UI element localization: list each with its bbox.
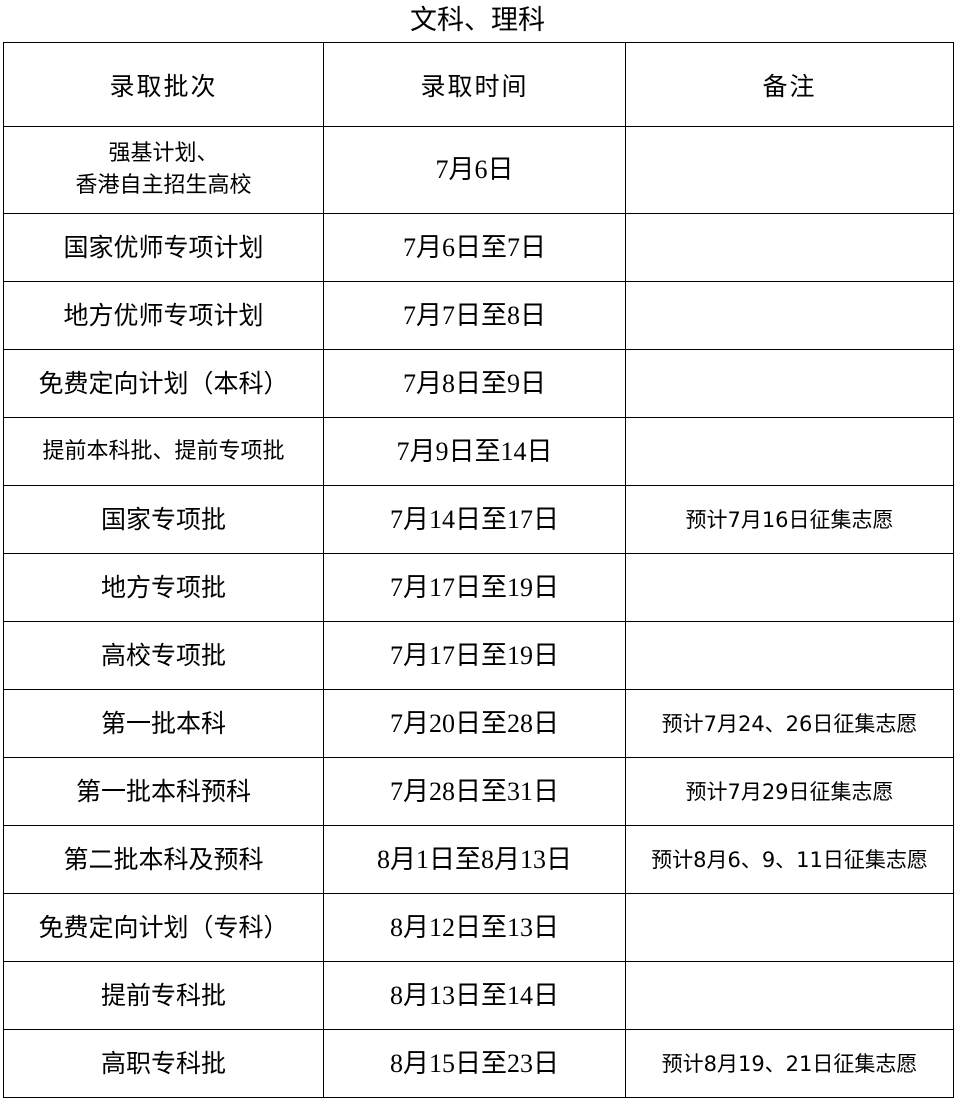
note-cell: 预计7月16日征集志愿 [625,485,954,554]
note-cell [625,621,954,690]
batch-cell: 强基计划、 香港自主招生高校 [3,126,324,214]
time-cell: 7月8日至9日 [323,349,626,418]
batch-cell: 国家专项批 [3,485,324,554]
time-cell: 7月6日 [323,126,626,214]
note-cell [625,213,954,282]
batch-cell: 高校专项批 [3,621,324,690]
header-time: 录取时间 [323,42,626,127]
batch-cell: 国家优师专项计划 [3,213,324,282]
time-cell: 8月13日至14日 [323,961,626,1030]
note-cell: 预计8月19、21日征集志愿 [625,1029,954,1098]
time-cell: 7月17日至19日 [323,621,626,690]
time-cell: 7月17日至19日 [323,553,626,622]
note-cell [625,961,954,1030]
table-row: 提前本科批、提前专项批 7月9日至14日 [3,417,954,486]
table-row: 第一批本科预科 7月28日至31日 预计7月29日征集志愿 [3,757,954,826]
note-cell [625,281,954,350]
batch-cell: 第一批本科 [3,689,324,758]
note-cell [625,553,954,622]
time-cell: 7月20日至28日 [323,689,626,758]
time-cell: 8月15日至23日 [323,1029,626,1098]
note-cell: 预计7月24、26日征集志愿 [625,689,954,758]
note-cell [625,417,954,486]
admission-schedule-table: 录取批次 录取时间 备注 强基计划、 香港自主招生高校 7月6日 国家优师专项计划 7月… [3,42,954,1098]
batch-cell: 第二批本科及预科 [3,825,324,894]
table-row: 第一批本科 7月20日至28日 预计7月24、26日征集志愿 [3,689,954,758]
batch-cell: 地方专项批 [3,553,324,622]
table-row: 国家优师专项计划 7月6日至7日 [3,213,954,282]
table-row: 免费定向计划（本科） 7月8日至9日 [3,349,954,418]
table-row: 地方专项批 7月17日至19日 [3,553,954,622]
note-cell [625,349,954,418]
time-cell: 7月6日至7日 [323,213,626,282]
table-row: 国家专项批 7月14日至17日 预计7月16日征集志愿 [3,485,954,554]
batch-cell: 提前本科批、提前专项批 [3,417,324,486]
time-cell: 8月1日至8月13日 [323,825,626,894]
batch-cell: 提前专科批 [3,961,324,1030]
time-cell: 7月14日至17日 [323,485,626,554]
table-row: 免费定向计划（专科） 8月12日至13日 [3,893,954,962]
batch-cell: 地方优师专项计划 [3,281,324,350]
time-cell: 7月28日至31日 [323,757,626,826]
header-batch: 录取批次 [3,42,324,127]
note-cell [625,126,954,214]
table-row: 地方优师专项计划 7月7日至8日 [3,281,954,350]
note-cell: 预计8月6、9、11日征集志愿 [625,825,954,894]
batch-cell: 免费定向计划（专科） [3,893,324,962]
note-cell: 预计7月29日征集志愿 [625,757,954,826]
table-row: 第二批本科及预科 8月1日至8月13日 预计8月6、9、11日征集志愿 [3,825,954,894]
document-title: 文科、理科 [410,5,545,36]
batch-cell: 第一批本科预科 [3,757,324,826]
batch-cell: 免费定向计划（本科） [3,349,324,418]
table-row: 强基计划、 香港自主招生高校 7月6日 [3,126,954,214]
table-header-row: 录取批次 录取时间 备注 [3,42,954,127]
table-row: 高校专项批 7月17日至19日 [3,621,954,690]
time-cell: 7月9日至14日 [323,417,626,486]
note-cell [625,893,954,962]
header-note: 备注 [625,42,954,127]
time-cell: 8月12日至13日 [323,893,626,962]
time-cell: 7月7日至8日 [323,281,626,350]
batch-cell: 高职专科批 [3,1029,324,1098]
table-row: 提前专科批 8月13日至14日 [3,961,954,1030]
table-row: 高职专科批 8月15日至23日 预计8月19、21日征集志愿 [3,1029,954,1098]
